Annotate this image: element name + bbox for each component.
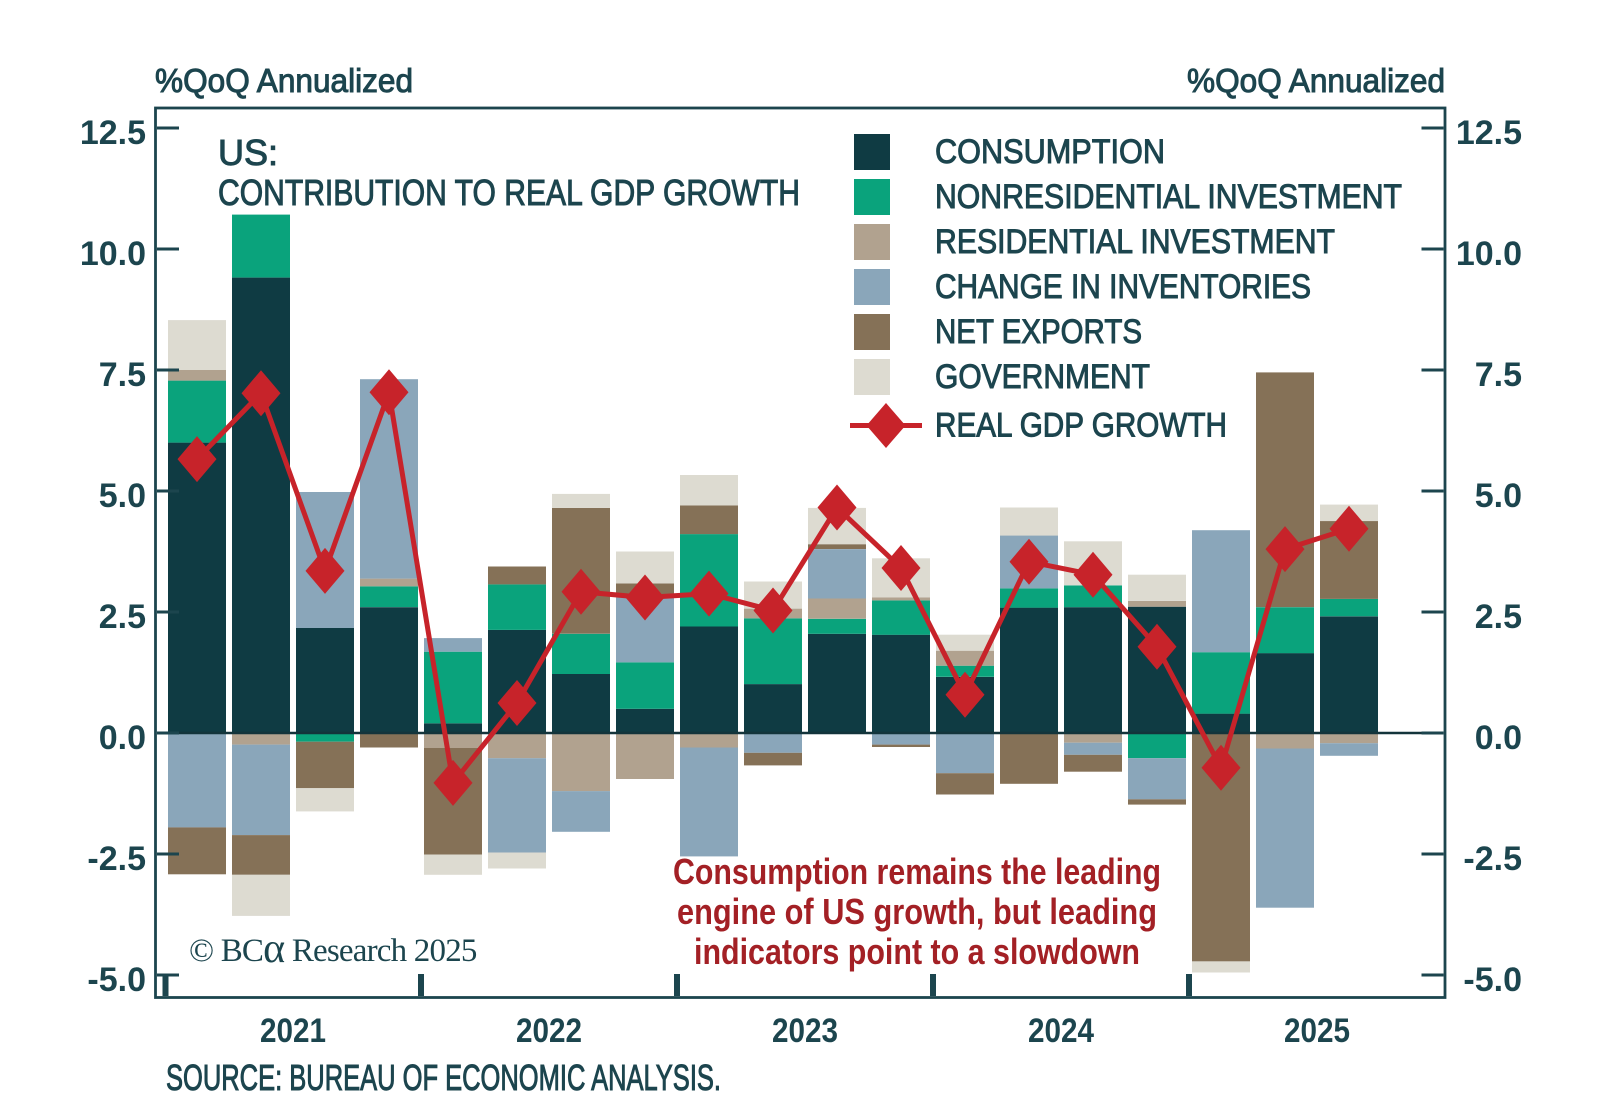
- svg-text:2023: 2023: [772, 1012, 838, 1050]
- svg-text:10.0: 10.0: [1456, 235, 1522, 273]
- svg-text:RESIDENTIAL INVESTMENT: RESIDENTIAL INVESTMENT: [935, 223, 1335, 261]
- svg-text:0.0: 0.0: [99, 719, 146, 757]
- svg-text:5.0: 5.0: [99, 477, 146, 515]
- svg-text:Consumption remains the leadin: Consumption remains the leading: [673, 851, 1161, 892]
- svg-text:engine of US growth, but leadi: engine of US growth, but leading: [677, 891, 1157, 932]
- svg-text:-5.0: -5.0: [1463, 961, 1522, 999]
- svg-text:-2.5: -2.5: [87, 840, 146, 878]
- svg-text:CHANGE IN INVENTORIES: CHANGE IN INVENTORIES: [935, 268, 1311, 306]
- svg-text:CONTRIBUTION TO REAL GDP GROWT: CONTRIBUTION TO REAL GDP GROWTH: [218, 172, 800, 213]
- svg-text:NONRESIDENTIAL INVESTMENT: NONRESIDENTIAL INVESTMENT: [935, 178, 1402, 216]
- svg-text:%QoQ Annualized: %QoQ Annualized: [155, 62, 413, 99]
- svg-text:0.0: 0.0: [1475, 719, 1522, 757]
- svg-text:US:: US:: [218, 132, 278, 173]
- svg-text:2022: 2022: [516, 1012, 582, 1050]
- svg-text:2.5: 2.5: [99, 598, 146, 636]
- svg-text:© BCα Research 2025: © BCα Research 2025: [189, 926, 477, 972]
- svg-text:2021: 2021: [260, 1012, 326, 1050]
- svg-text:GOVERNMENT: GOVERNMENT: [935, 358, 1150, 396]
- svg-text:-2.5: -2.5: [1463, 840, 1522, 878]
- svg-text:12.5: 12.5: [80, 114, 146, 152]
- svg-text:NET EXPORTS: NET EXPORTS: [935, 313, 1142, 351]
- svg-text:CONSUMPTION: CONSUMPTION: [935, 133, 1165, 171]
- svg-text:10.0: 10.0: [80, 235, 146, 273]
- svg-text:5.0: 5.0: [1475, 477, 1522, 515]
- svg-text:2025: 2025: [1284, 1012, 1350, 1050]
- svg-text:indicators point to a slowdown: indicators point to a slowdown: [694, 931, 1140, 972]
- svg-text:SOURCE: BUREAU OF ECONOMIC ANA: SOURCE: BUREAU OF ECONOMIC ANALYSIS.: [166, 1057, 721, 1098]
- svg-text:12.5: 12.5: [1456, 114, 1522, 152]
- svg-text:2024: 2024: [1028, 1012, 1094, 1050]
- svg-text:2.5: 2.5: [1475, 598, 1522, 636]
- svg-text:7.5: 7.5: [1475, 356, 1522, 394]
- svg-text:7.5: 7.5: [99, 356, 146, 394]
- svg-text:REAL GDP GROWTH: REAL GDP GROWTH: [935, 407, 1227, 445]
- svg-text:%QoQ Annualized: %QoQ Annualized: [1187, 62, 1445, 99]
- svg-text:-5.0: -5.0: [87, 961, 146, 999]
